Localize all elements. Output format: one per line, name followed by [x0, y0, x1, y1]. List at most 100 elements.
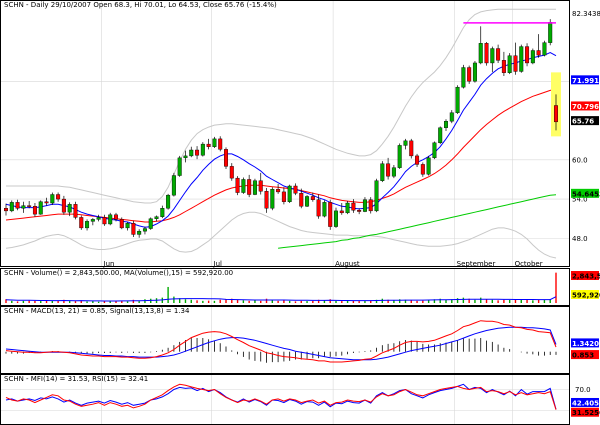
candle-body: [79, 217, 84, 229]
candle-body: [154, 216, 159, 219]
candle-body: [241, 179, 246, 193]
candle-body: [484, 43, 489, 64]
candlesticks: [4, 19, 558, 238]
volume-bar: [410, 300, 412, 303]
volume-bar: [271, 299, 274, 303]
volume-bar: [341, 301, 343, 303]
volume-bar: [74, 301, 77, 303]
candle-body: [478, 43, 483, 64]
price-axis-label: 82.3438: [572, 10, 600, 18]
volume-bar: [306, 301, 308, 303]
volume-bar: [190, 299, 192, 303]
price-tag-bg: [571, 116, 599, 126]
volume-bar: [126, 301, 129, 303]
signal-tag: 1.34208: [572, 340, 600, 348]
candle-body: [432, 142, 437, 159]
macd-lines: [5, 320, 557, 363]
price-tag: 65.76: [572, 118, 594, 126]
volume-bar: [329, 299, 331, 303]
volume-bar: [196, 300, 198, 303]
volume-bar: [555, 272, 557, 303]
volume-bar: [485, 299, 488, 303]
volume-bar: [92, 300, 94, 303]
candle-body: [189, 149, 194, 157]
volume-bar: [422, 300, 424, 303]
macd-label: SCHN - MACD(13, 21) = 0.85, Signal(13,13…: [4, 307, 190, 315]
volume-tag-bg: [571, 271, 599, 280]
volume-bar: [277, 300, 279, 303]
volume-bar: [138, 301, 140, 303]
candle-body: [415, 155, 420, 165]
macd-tag-bg: [571, 350, 599, 360]
candle-body: [554, 105, 558, 123]
candle-body: [339, 210, 344, 214]
volume-bar: [497, 300, 499, 303]
volume-bar: [514, 299, 517, 303]
right-value-tags: 71.9918 70.7969 65.76 54.6453 2,843,50 592,92…: [571, 75, 600, 417]
volume-bar: [283, 300, 285, 303]
price-tag-bg: [571, 75, 599, 85]
macd-line: [5, 320, 557, 363]
ma-short-line: [5, 51, 557, 228]
candle-body: [409, 140, 414, 157]
candle-body: [96, 217, 101, 220]
candle-body: [125, 223, 130, 229]
ma-long-line: [278, 194, 557, 249]
candle-body: [305, 196, 310, 207]
volume-bar: [451, 299, 453, 303]
mfi-tag: 31.5256: [572, 409, 600, 417]
candle-body: [380, 163, 385, 181]
volume-bar: [5, 299, 7, 303]
price-tag: 71.9918: [572, 77, 600, 85]
price-axis-label: 60.0: [572, 156, 588, 164]
candle-body: [206, 143, 211, 147]
volume-bar: [231, 298, 233, 303]
candle-body: [461, 67, 466, 88]
volume-bar: [144, 299, 146, 303]
candle-body: [212, 138, 217, 147]
chart-title: SCHN - Daily 29/10/2007 Open 68.3, Hi 70…: [4, 1, 277, 9]
candle-body: [299, 192, 304, 207]
candle-body: [102, 217, 107, 225]
price-tag: 70.7969: [572, 103, 600, 111]
volume-bar: [132, 299, 135, 303]
panel-borders: [0, 0, 570, 425]
candle-body: [322, 202, 327, 217]
volume-bar: [393, 300, 395, 303]
volume-bar: [109, 300, 111, 303]
volume-bar: [68, 300, 71, 303]
volume-bar: [173, 296, 175, 303]
candle-body: [467, 67, 472, 82]
volume-bar: [184, 299, 187, 303]
month-label: Jul: [213, 260, 223, 268]
price-axis-label: 48.0: [572, 235, 588, 243]
candle-body: [403, 140, 408, 146]
mfi-axis-label: 70.0: [575, 386, 591, 394]
volume-bar: [248, 300, 250, 303]
mfi-line: [5, 383, 557, 410]
candle-body: [530, 50, 535, 64]
price-tag-bg: [571, 188, 599, 198]
candle-body: [166, 194, 171, 209]
month-label: October: [515, 260, 543, 268]
volume-bar: [364, 300, 366, 303]
volume-bar: [549, 299, 551, 303]
volume-bar: [537, 299, 540, 303]
candle-body: [536, 50, 541, 56]
candle-body: [449, 112, 454, 122]
volume-bar: [520, 299, 522, 303]
candle-body: [310, 196, 315, 200]
volume-bar: [532, 300, 534, 303]
candle-body: [252, 180, 257, 195]
candle-body: [247, 179, 252, 195]
volume-bar: [491, 299, 494, 303]
signal-tag-bg: [571, 338, 599, 348]
volume-bar: [387, 299, 389, 303]
volume-bar: [121, 300, 123, 303]
candle-body: [444, 120, 448, 128]
volume-bar: [16, 301, 19, 303]
grid-lines: [1, 1, 569, 424]
volume-bar: [526, 300, 528, 303]
candle-body: [148, 218, 153, 229]
candle-body: [177, 157, 182, 176]
